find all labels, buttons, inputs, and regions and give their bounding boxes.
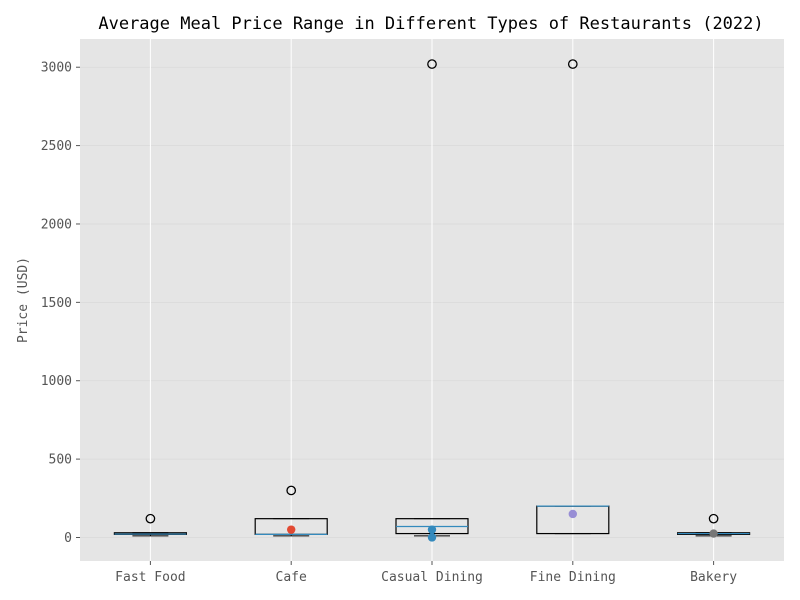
highlight-point [427,525,437,534]
highlight-point [568,509,577,519]
highlight-point [427,533,437,542]
grid-lines [80,39,784,561]
y-tick-label: 500 [49,453,72,468]
outlier-point [145,513,156,524]
chart-title: Average Meal Price Range in Different Ty… [98,14,763,34]
y-tick-label: 3000 [41,61,72,76]
y-tick-label: 1000 [41,374,72,389]
y-tick-label: 2500 [41,139,72,154]
outlier-point [567,59,578,69]
x-tick-label: Fast Food [115,570,185,585]
y-tick-label: 1500 [41,296,72,311]
box-3 [536,59,610,535]
tick-labels-layer: 0 500 1000 1500 2000 2500 3000 Fast Food Cafe Cas… [41,61,738,585]
highlight-point [287,525,296,534]
x-tick-label: Fine Dining [530,570,616,585]
x-tick-label: Cafe [276,570,307,585]
y-axis-label: Price (USD) [16,257,31,343]
outlier-point [708,513,719,524]
y-tick-label: 2000 [41,217,72,232]
y-tick-label: 0 [64,531,72,546]
highlight-point [709,529,718,538]
box-1 [254,485,328,537]
x-tick-label: Bakery [690,570,737,585]
outlier-point [427,59,437,69]
x-tick-label: Casual Dining [381,570,483,585]
box-0 [113,513,188,537]
outlier-point [286,485,297,496]
points-layer [287,509,718,542]
